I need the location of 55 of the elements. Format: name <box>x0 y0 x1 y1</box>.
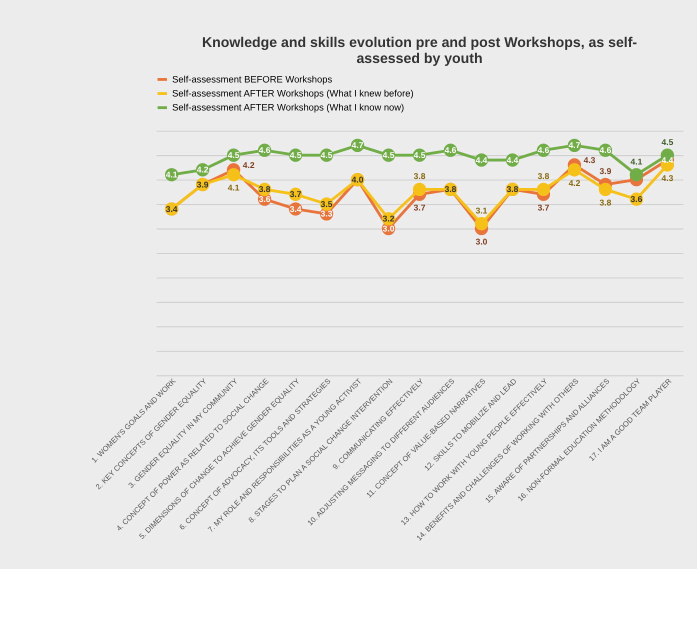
point <box>630 168 644 182</box>
data-label: 3.6 <box>258 194 271 204</box>
data-label: 3.7 <box>414 202 426 212</box>
data-label: 4.5 <box>228 150 240 160</box>
data-label: 4.4 <box>506 154 519 165</box>
data-label: 4.2 <box>196 164 209 175</box>
data-label: 4.2 <box>242 160 255 170</box>
data-label: 4.6 <box>538 145 550 156</box>
data-label: 3.8 <box>600 197 612 208</box>
chart-title: Knowledge and skills evolution pre and post Workshops, as self-assessed by youth <box>202 34 638 66</box>
data-label: 3.4 <box>290 204 302 214</box>
data-label: 4.1 <box>166 170 178 180</box>
data-label: 3.7 <box>538 202 550 212</box>
data-label: 4.6 <box>444 145 457 156</box>
data-label: 4.3 <box>662 172 674 183</box>
data-label: 3.1 <box>476 205 488 216</box>
data-label: 3.0 <box>382 223 395 234</box>
data-label: 4.5 <box>414 150 426 160</box>
data-label: 4.2 <box>568 178 581 188</box>
data-label: 3.2 <box>382 214 395 224</box>
data-label: 4.5 <box>382 150 395 160</box>
data-label: 3.4 <box>166 204 178 214</box>
point <box>474 217 488 230</box>
data-label: 3.5 <box>320 198 333 209</box>
data-label: 3.9 <box>196 179 209 190</box>
data-label: 4.7 <box>352 140 364 150</box>
data-label: 3.6 <box>630 194 643 204</box>
data-label: 4.1 <box>630 156 643 166</box>
point <box>568 163 582 176</box>
data-label: 3.8 <box>538 171 550 182</box>
data-label: 3.8 <box>258 184 271 194</box>
data-label: 4.5 <box>290 150 302 160</box>
data-label: 3.3 <box>320 208 333 219</box>
data-label: 4.6 <box>600 145 612 156</box>
data-label: 4.4 <box>476 154 488 165</box>
legend-label: Self-assessment AFTER Workshops (What I know now) <box>172 101 404 112</box>
legend-label: Self-assessment BEFORE Workshops <box>172 73 332 84</box>
data-label: 4.0 <box>352 174 364 184</box>
data-label: 3.8 <box>444 184 457 194</box>
point <box>226 168 240 182</box>
data-label: 4.5 <box>662 136 674 147</box>
point <box>598 182 612 196</box>
data-label: 4.7 <box>568 140 581 150</box>
data-label: 3.0 <box>476 236 488 247</box>
data-label: 3.8 <box>506 184 519 194</box>
data-label: 3.7 <box>290 189 302 200</box>
data-label: 4.5 <box>320 150 333 160</box>
point <box>412 182 426 196</box>
data-label: 4.6 <box>258 145 271 156</box>
data-label: 4.3 <box>584 155 596 166</box>
point <box>536 182 550 196</box>
legend-label: Self-assessment AFTER Workshops (What I knew before) <box>172 87 414 98</box>
data-label: 3.9 <box>600 166 612 176</box>
data-label: 4.1 <box>228 182 240 193</box>
data-label: 3.8 <box>414 171 426 182</box>
